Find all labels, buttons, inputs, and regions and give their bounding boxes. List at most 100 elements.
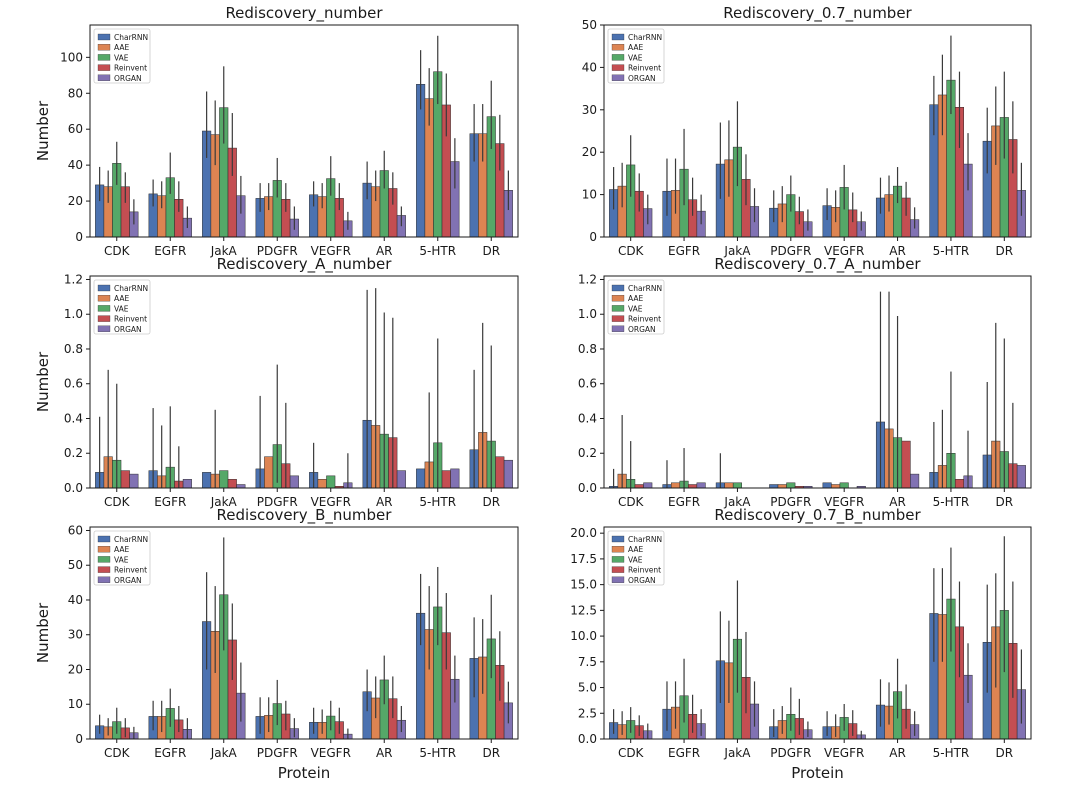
- series-organ: [643, 430, 1026, 489]
- legend-swatch-reinvent: [97, 566, 111, 573]
- bar-vae-vegfr: [326, 475, 336, 489]
- y-tick-label: 20: [68, 194, 83, 208]
- x-tick-label: JakA: [210, 495, 238, 509]
- legend-swatch-vae: [97, 305, 111, 312]
- x-tick-label: VEGFR: [311, 746, 351, 760]
- x-tick-label: 5-HTR: [933, 244, 970, 258]
- axes-frame: [89, 526, 519, 740]
- y-tick-label: 0: [589, 230, 597, 244]
- y-tick-label: 1.0: [578, 307, 597, 321]
- x-tick-label: EGFR: [668, 495, 700, 509]
- legend-label-reinvent: Reinvent: [114, 566, 147, 575]
- legend-swatch-charrnn: [611, 535, 625, 543]
- legend-label-vae: VAE: [628, 53, 643, 62]
- series-aae: [617, 54, 1001, 238]
- legend-swatch-organ: [611, 325, 625, 332]
- legend-swatch-charrnn: [611, 33, 625, 41]
- y-tick-label: 0.8: [64, 342, 83, 356]
- series-charrnn: [609, 568, 992, 740]
- legend-label-organ: ORGAN: [628, 576, 656, 585]
- series-reinvent: [634, 402, 1018, 489]
- x-tick-label: PDGFR: [770, 244, 811, 258]
- legend-label-reinvent: Reinvent: [114, 64, 147, 73]
- series-charrnn: [95, 289, 479, 489]
- legend-label-reinvent: Reinvent: [114, 315, 147, 324]
- x-tick-label: EGFR: [668, 746, 700, 760]
- bar-reinvent-cdk: [120, 470, 130, 489]
- bar-organ-cdk: [643, 482, 653, 489]
- x-tick-label: 5-HTR: [933, 495, 970, 509]
- series-aae: [103, 586, 488, 740]
- legend-swatch-organ: [97, 74, 111, 81]
- series-aae: [103, 68, 488, 238]
- x-tick-label: AR: [376, 244, 393, 258]
- y-tick-label: 30: [68, 628, 83, 642]
- x-tick-label: PDGFR: [257, 495, 298, 509]
- y-tick-label: 20: [582, 145, 597, 159]
- bar-vae-jaka: [732, 482, 742, 489]
- x-tick-label: JakA: [723, 244, 751, 258]
- series-aae: [103, 288, 488, 489]
- series-organ: [643, 133, 1026, 238]
- x-tick-label: AR: [889, 495, 906, 509]
- y-tick-label: 0.0: [64, 481, 83, 495]
- chart-title: Rediscovery_number: [225, 4, 383, 23]
- series-vae: [626, 536, 1009, 740]
- y-tick-label: 10: [582, 188, 597, 202]
- bar-charrnn-5-htr: [416, 468, 426, 489]
- series-organ: [643, 643, 1026, 740]
- y-axis-label: Number: [34, 100, 52, 161]
- x-tick-label: VEGFR: [311, 244, 351, 258]
- x-tick-label: CDK: [104, 495, 131, 509]
- x-axis-label: Protein: [278, 764, 331, 782]
- legend-swatch-organ: [97, 576, 111, 583]
- legend-swatch-charrnn: [97, 33, 111, 41]
- y-tick-label: 50: [68, 558, 83, 572]
- bar-vae-vegfr: [839, 482, 849, 489]
- bar-vae-pdgfr: [786, 482, 796, 489]
- legend-label-aae: AAE: [114, 545, 129, 554]
- y-tick-label: 10.0: [570, 629, 597, 643]
- bar-reinvent-ar: [901, 440, 911, 489]
- legend-swatch-reinvent: [611, 64, 625, 71]
- legend-swatch-aae: [97, 44, 111, 51]
- x-tick-label: CDK: [618, 746, 645, 760]
- y-tick-label: 0: [75, 230, 83, 244]
- x-tick-label: DR: [482, 746, 500, 760]
- bar-organ-jaka: [236, 484, 246, 489]
- x-tick-label: CDK: [618, 244, 645, 258]
- x-tick-label: JakA: [210, 746, 238, 760]
- x-tick-label: VEGFR: [824, 244, 864, 258]
- legend-swatch-vae: [611, 556, 625, 563]
- x-tick-label: JakA: [723, 746, 751, 760]
- axes-frame: [603, 24, 1032, 238]
- legend-swatch-aae: [611, 546, 625, 553]
- x-tick-label: DR: [996, 746, 1014, 760]
- y-tick-label: 40: [582, 60, 597, 74]
- legend-label-charrnn: CharRNN: [114, 284, 148, 293]
- series-reinvent: [634, 581, 1018, 740]
- bar-reinvent-dr: [495, 456, 505, 489]
- x-tick-label: EGFR: [154, 495, 186, 509]
- x-tick-label: DR: [482, 495, 500, 509]
- bar-charrnn-jaka: [202, 472, 212, 489]
- series-charrnn: [609, 291, 992, 489]
- legend-label-organ: ORGAN: [628, 74, 656, 83]
- legend-label-reinvent: Reinvent: [628, 315, 661, 324]
- legend-label-aae: AAE: [628, 294, 643, 303]
- chart-title: Rediscovery_B_number: [217, 506, 393, 525]
- chart-panel-6: 0.0 2.5 5.0 7.5 10.0 12.5 15.0 17.5 20.0 CDK EGFR J…: [570, 506, 1032, 782]
- y-tick-label: 20.0: [570, 526, 597, 540]
- x-tick-label: EGFR: [668, 244, 700, 258]
- x-tick-label: AR: [889, 746, 906, 760]
- legend-swatch-reinvent: [97, 315, 111, 322]
- series-vae: [626, 35, 1009, 238]
- series-aae: [617, 291, 1001, 489]
- axes-frame: [603, 526, 1032, 740]
- bar-aae-pdgfr: [777, 484, 787, 489]
- y-tick-label: 0.4: [578, 411, 597, 425]
- x-tick-label: PDGFR: [770, 746, 811, 760]
